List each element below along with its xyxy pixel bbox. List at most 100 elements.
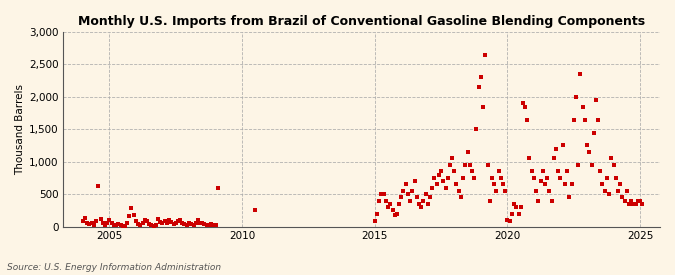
Point: [144, 222, 155, 226]
Point: [164, 218, 175, 222]
Point: [628, 202, 639, 206]
Point: [584, 150, 595, 154]
Point: [371, 211, 382, 216]
Point: [139, 218, 150, 222]
Point: [526, 169, 537, 174]
Point: [97, 221, 108, 225]
Point: [511, 205, 522, 209]
Point: [78, 219, 88, 224]
Point: [464, 163, 475, 167]
Point: [119, 224, 130, 228]
Point: [130, 219, 141, 224]
Point: [155, 220, 166, 224]
Point: [170, 221, 181, 226]
Point: [418, 199, 429, 203]
Point: [396, 195, 406, 200]
Point: [509, 202, 520, 206]
Point: [489, 182, 500, 187]
Point: [624, 202, 634, 206]
Point: [161, 221, 172, 226]
Point: [478, 104, 489, 109]
Point: [599, 189, 610, 193]
Point: [80, 216, 90, 220]
Point: [473, 85, 484, 89]
Point: [447, 156, 458, 161]
Point: [212, 185, 223, 190]
Point: [506, 211, 517, 216]
Point: [416, 205, 427, 209]
Point: [106, 221, 117, 225]
Point: [153, 217, 163, 221]
Text: Source: U.S. Energy Information Administration: Source: U.S. Energy Information Administ…: [7, 263, 221, 272]
Point: [454, 189, 464, 193]
Y-axis label: Thousand Barrels: Thousand Barrels: [15, 84, 25, 175]
Point: [115, 222, 126, 227]
Point: [444, 163, 455, 167]
Point: [615, 182, 626, 187]
Point: [475, 75, 486, 79]
Point: [449, 169, 460, 174]
Point: [146, 223, 157, 227]
Point: [515, 205, 526, 209]
Point: [250, 208, 261, 213]
Point: [586, 163, 597, 167]
Point: [451, 182, 462, 187]
Point: [558, 143, 568, 148]
Point: [588, 130, 599, 135]
Point: [531, 189, 541, 193]
Point: [575, 72, 586, 76]
Point: [206, 222, 217, 226]
Point: [613, 189, 624, 193]
Point: [630, 202, 641, 206]
Point: [491, 189, 502, 193]
Point: [427, 185, 437, 190]
Point: [442, 176, 453, 180]
Point: [414, 202, 425, 206]
Point: [500, 189, 511, 193]
Point: [409, 179, 420, 183]
Point: [387, 208, 398, 213]
Point: [111, 223, 122, 227]
Point: [192, 218, 203, 222]
Point: [369, 219, 380, 224]
Point: [497, 182, 508, 187]
Point: [404, 199, 415, 203]
Point: [456, 195, 466, 200]
Point: [502, 218, 513, 222]
Point: [109, 222, 119, 227]
Point: [431, 182, 442, 187]
Point: [493, 169, 504, 174]
Point: [159, 219, 170, 224]
Point: [544, 189, 555, 193]
Point: [601, 176, 612, 180]
Point: [429, 176, 440, 180]
Point: [522, 117, 533, 122]
Point: [593, 117, 603, 122]
Point: [389, 213, 400, 217]
Point: [402, 192, 413, 196]
Point: [392, 211, 402, 216]
Point: [518, 101, 529, 106]
Point: [374, 199, 385, 203]
Point: [113, 222, 124, 226]
Point: [177, 221, 188, 226]
Point: [102, 221, 113, 226]
Point: [568, 117, 579, 122]
Point: [622, 189, 632, 193]
Point: [124, 214, 135, 218]
Point: [182, 223, 192, 227]
Point: [93, 184, 104, 189]
Point: [595, 169, 605, 174]
Point: [582, 143, 593, 148]
Point: [440, 185, 451, 190]
Point: [617, 195, 628, 200]
Point: [546, 199, 557, 203]
Point: [208, 223, 219, 227]
Point: [166, 220, 177, 224]
Point: [597, 182, 608, 187]
Point: [466, 169, 477, 174]
Point: [104, 218, 115, 222]
Point: [148, 223, 159, 228]
Point: [634, 199, 645, 203]
Point: [480, 53, 491, 57]
